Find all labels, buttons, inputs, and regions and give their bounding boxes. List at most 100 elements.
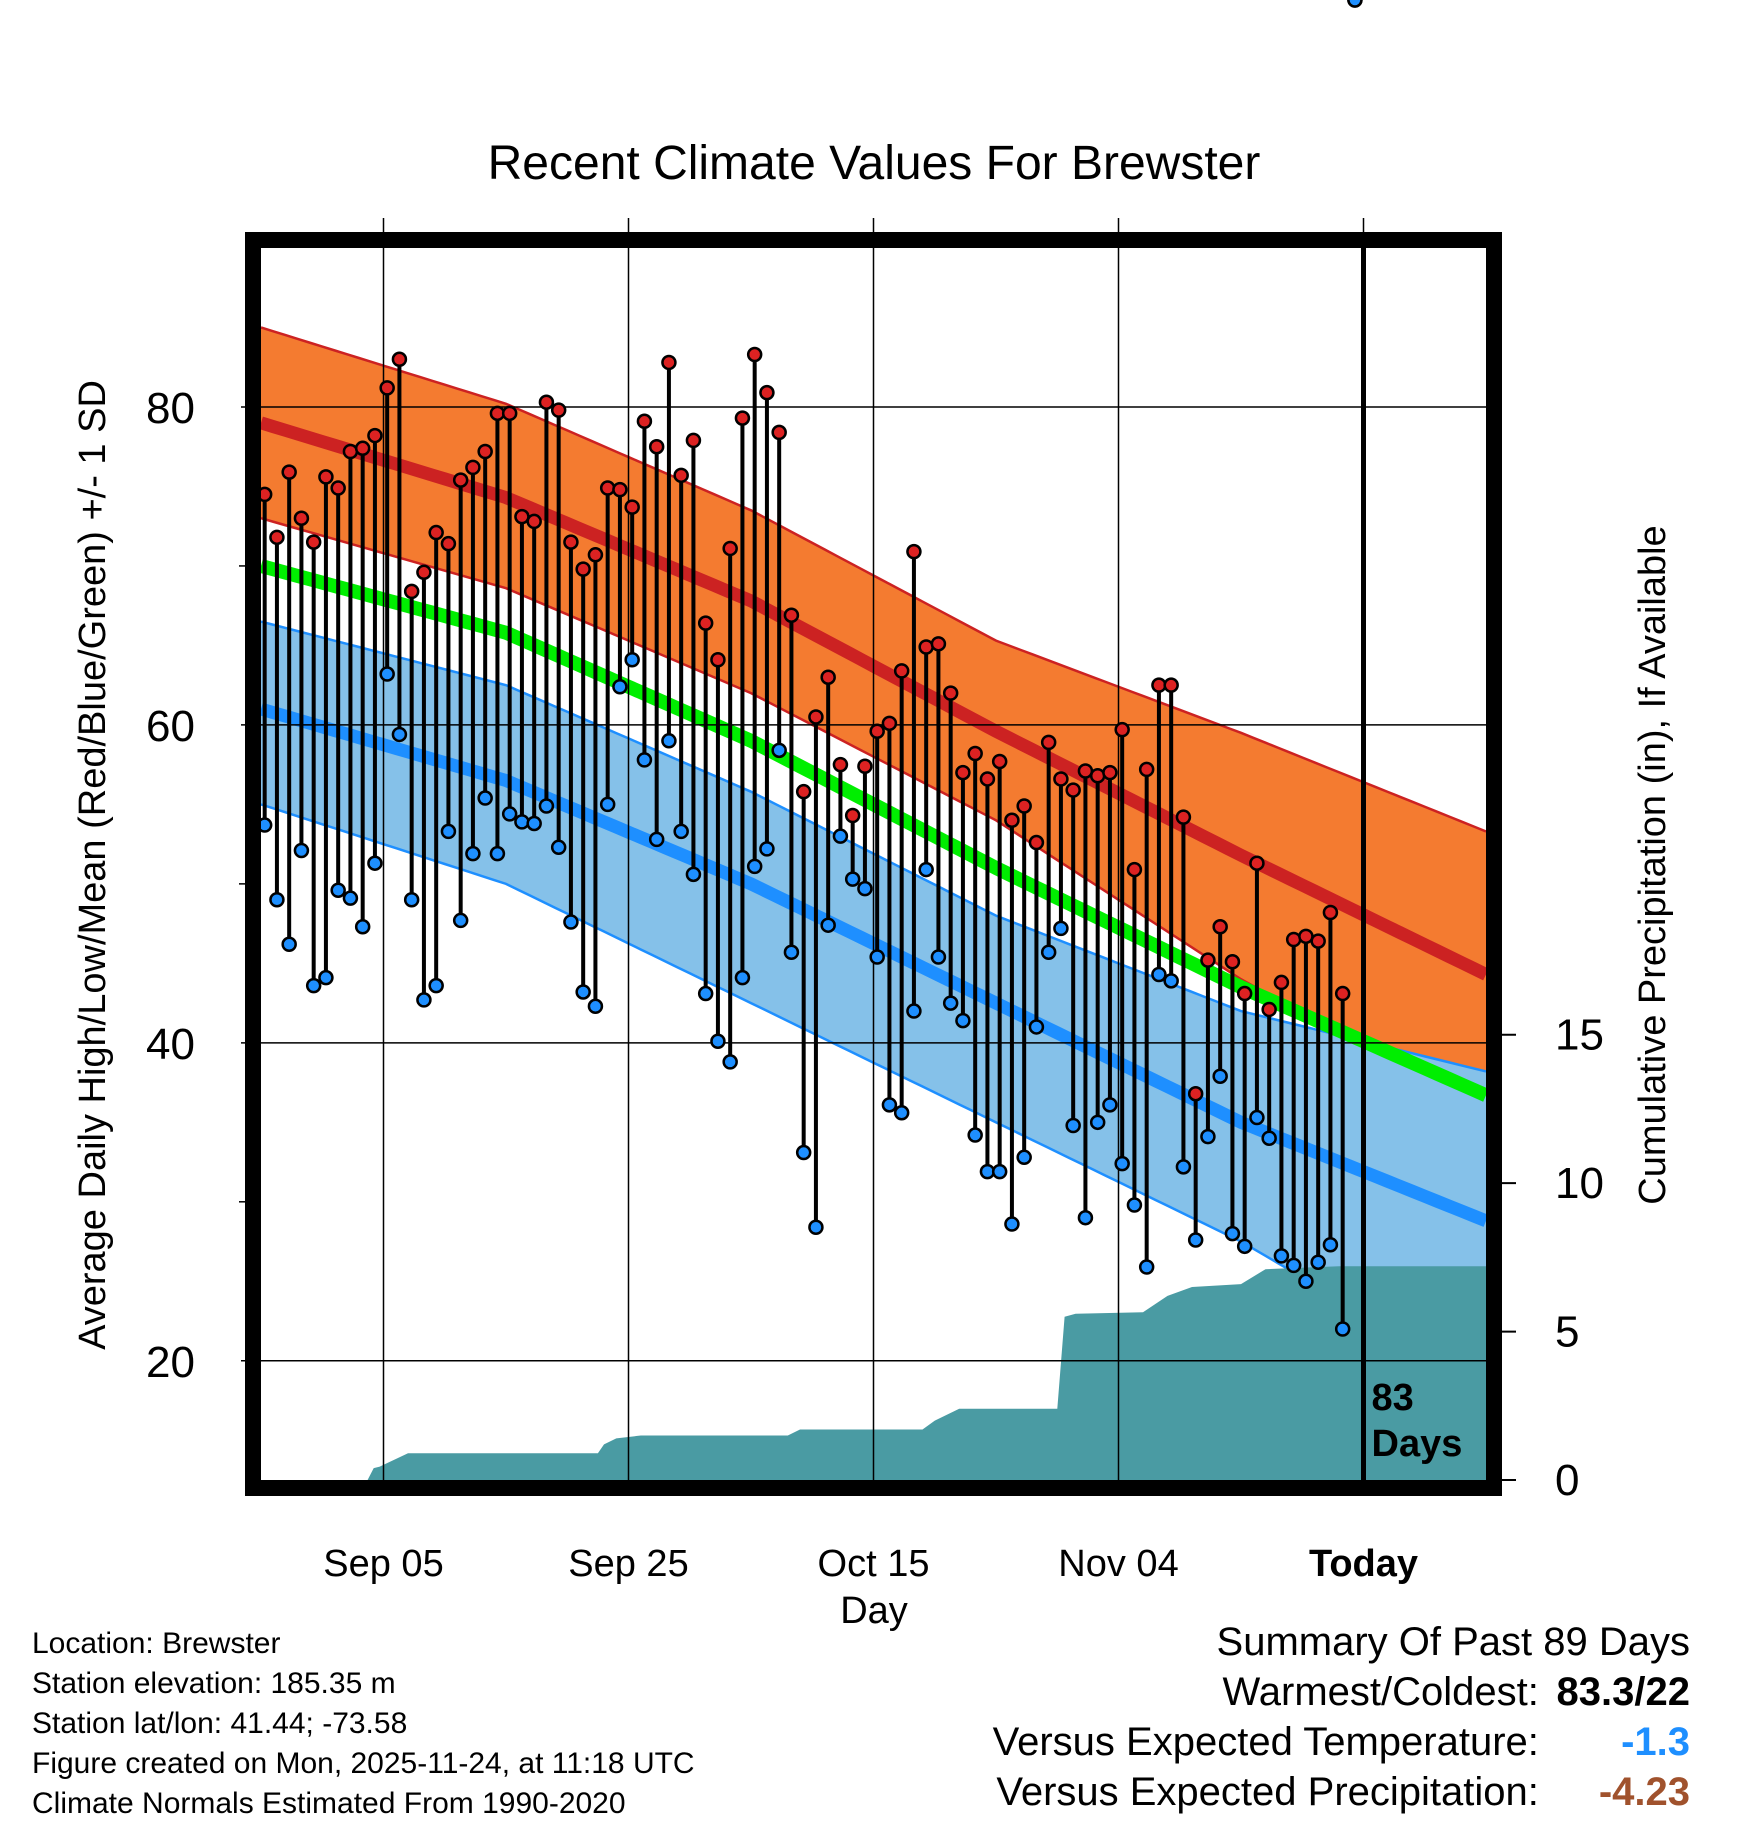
obs-low-point [661,733,677,749]
latlon-text: Station lat/lon: 41.44; -73.58 [32,1707,408,1740]
obs-high-point [501,405,518,422]
obs-high-point [722,540,738,557]
obs-low-point [636,752,653,768]
obs-high-point [1249,855,1265,871]
obs-low-point [1310,1254,1326,1270]
warmest-label: Warmest/Coldest: [1222,1670,1539,1714]
obs-high-point [1322,904,1339,921]
obs-low-point [501,806,518,822]
obs-low-point [746,858,763,875]
x-axis-label: Day [840,1590,908,1632]
obs-high-point [918,639,934,655]
obs-low-point [844,871,861,887]
obs-high-point [685,432,702,449]
obs-high-point [1187,1085,1204,1102]
obs-low-point [893,1105,910,1121]
obs-low-point [1065,1117,1081,1134]
obs-high-point [293,510,310,526]
obs-high-point [526,513,542,530]
obs-high-point [795,783,812,800]
obs-low-point [1089,1114,1106,1131]
obs-high-point [697,615,714,631]
obs-low-point [354,919,371,935]
obs-low-point [795,1144,812,1161]
obs-low-point [673,823,689,840]
obs-low-point [293,842,310,859]
obs-high-point [391,351,408,368]
warmest-value: 83.3/22 [1556,1670,1690,1714]
normals-text: Climate Normals Estimated From 1990-2020 [32,1787,626,1820]
obs-low-point [452,912,469,929]
obs-high-point [1126,861,1143,878]
obs-high-point [661,354,677,371]
obs-low-point [1102,1097,1118,1113]
obs-low-point [1126,1197,1143,1213]
obs-high-point [587,547,604,563]
obs-high-point [710,651,726,668]
obs-low-point [783,944,800,960]
obs-low-point [1347,0,1363,8]
y-axis-label: Average Daily High/Low/Mean (Red/Blue/Gr… [72,380,114,1350]
obs-high-point [673,467,689,484]
obs-low-point [367,855,383,871]
precip-label: Versus Expected Precipitation: [996,1770,1539,1814]
precip-value: -4.23 [1598,1770,1690,1814]
obs-low-point [967,1127,983,1143]
obs-high-point [636,413,653,430]
obs-high-point [342,443,359,460]
obs-high-point [1200,952,1216,968]
obs-low-point [612,679,628,695]
obs-low-point [440,823,457,840]
obs-high-point [820,669,836,685]
obs-low-point [1212,1068,1228,1084]
obs-high-point [746,346,763,363]
obs-high-point [354,440,371,457]
obs-low-point [318,969,334,986]
obs-high-point [1138,761,1155,778]
obs-low-point [1322,1236,1339,1253]
obs-low-point [808,1219,824,1235]
obs-high-point [1236,985,1253,1002]
x-tick-label: Nov 04 [1058,1543,1178,1585]
obs-low-point [330,882,346,898]
elevation-text: Station elevation: 185.35 m [32,1667,396,1700]
y-tick-label: 40 [146,1020,195,1069]
obs-low-point [820,917,836,933]
obs-low-point [587,998,604,1015]
obs-low-point [538,798,555,814]
obs-low-point [734,969,751,986]
obs-low-point [930,949,947,965]
obs-low-point [685,866,702,883]
obs-high-point [416,564,432,581]
obs-high-point [1040,734,1057,751]
chart-title: Recent Climate Values For Brewster [487,137,1261,190]
obs-low-point [1261,1130,1277,1146]
obs-high-point [550,402,567,418]
obs-high-point [599,480,616,496]
obs-high-point [881,715,898,732]
obs-low-point [1077,1209,1094,1226]
obs-high-point [318,469,334,485]
y2-tick-label: 15 [1555,1011,1604,1060]
obs-high-point [1065,782,1081,798]
obs-high-point [648,438,665,455]
obs-high-point [942,685,959,701]
obs-low-point [342,890,359,906]
obs-low-point [281,936,297,953]
y2-tick-label: 0 [1555,1456,1579,1505]
obs-high-point [759,384,775,401]
obs-high-point [269,529,285,546]
today-days-annotation: 83 [1372,1377,1414,1419]
x-tick-label: Oct 15 [818,1543,930,1585]
obs-low-point [563,914,579,930]
obs-low-point [416,992,432,1008]
y-tick-label: 80 [146,384,195,433]
obs-low-point [722,1054,738,1070]
obs-low-point [759,841,775,857]
obs-high-point [1016,798,1032,814]
x-tick-label: Sep 25 [568,1543,688,1585]
obs-low-point [465,845,481,862]
obs-high-point [967,745,983,762]
location-text: Location: Brewster [32,1627,281,1660]
obs-low-point [710,1033,726,1049]
